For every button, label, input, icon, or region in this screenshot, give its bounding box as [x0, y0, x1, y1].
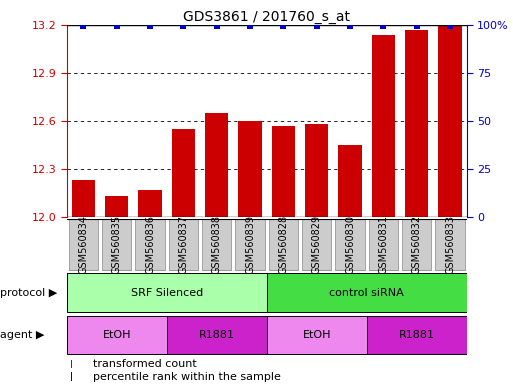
Title: GDS3861 / 201760_s_at: GDS3861 / 201760_s_at: [183, 10, 350, 24]
Bar: [272, 126, 295, 217]
Bar: [405, 30, 428, 217]
Point: [312, 23, 321, 29]
Text: GSM560833: GSM560833: [445, 215, 455, 274]
FancyBboxPatch shape: [102, 219, 131, 270]
Bar: [305, 124, 328, 217]
Point: [279, 23, 287, 29]
Point: [212, 23, 221, 29]
Bar: [105, 196, 128, 217]
FancyBboxPatch shape: [202, 219, 231, 270]
Point: [379, 23, 388, 29]
FancyBboxPatch shape: [302, 219, 331, 270]
Text: transformed count: transformed count: [93, 359, 196, 369]
Text: GSM560837: GSM560837: [179, 215, 188, 274]
Bar: [205, 113, 228, 217]
FancyBboxPatch shape: [269, 219, 298, 270]
Point: [79, 23, 87, 29]
Text: EtOH: EtOH: [303, 330, 331, 340]
Text: GSM560829: GSM560829: [312, 215, 322, 274]
Text: agent ▶: agent ▶: [0, 330, 45, 340]
FancyBboxPatch shape: [336, 219, 365, 270]
FancyBboxPatch shape: [267, 273, 467, 312]
Bar: [239, 121, 262, 217]
Bar: [71, 359, 72, 368]
Bar: [72, 180, 95, 217]
Text: SRF Silenced: SRF Silenced: [131, 288, 203, 298]
Text: R1881: R1881: [199, 330, 235, 340]
Text: GSM560831: GSM560831: [379, 215, 388, 274]
Text: GSM560839: GSM560839: [245, 215, 255, 274]
Text: GSM560838: GSM560838: [212, 215, 222, 274]
FancyBboxPatch shape: [235, 219, 265, 270]
Text: control siRNA: control siRNA: [329, 288, 404, 298]
Point: [146, 23, 154, 29]
Text: protocol ▶: protocol ▶: [0, 288, 57, 298]
Text: GSM560835: GSM560835: [112, 215, 122, 274]
Text: GSM560836: GSM560836: [145, 215, 155, 274]
FancyBboxPatch shape: [169, 219, 198, 270]
Point: [179, 23, 187, 29]
FancyBboxPatch shape: [436, 219, 465, 270]
Bar: [439, 25, 462, 217]
FancyBboxPatch shape: [267, 316, 367, 354]
Bar: [71, 372, 72, 381]
Bar: [339, 145, 362, 217]
Bar: [172, 129, 195, 217]
FancyBboxPatch shape: [67, 273, 267, 312]
Point: [346, 23, 354, 29]
FancyBboxPatch shape: [367, 316, 467, 354]
Point: [412, 23, 421, 29]
Bar: [139, 190, 162, 217]
Text: GSM560834: GSM560834: [78, 215, 88, 274]
FancyBboxPatch shape: [402, 219, 431, 270]
FancyBboxPatch shape: [135, 219, 165, 270]
Text: percentile rank within the sample: percentile rank within the sample: [93, 372, 281, 382]
Text: EtOH: EtOH: [103, 330, 131, 340]
Point: [446, 23, 454, 29]
Text: GSM560830: GSM560830: [345, 215, 355, 274]
Bar: [372, 35, 395, 217]
FancyBboxPatch shape: [69, 219, 98, 270]
Point: [246, 23, 254, 29]
Text: GSM560832: GSM560832: [412, 215, 422, 274]
Text: R1881: R1881: [399, 330, 435, 340]
Point: [112, 23, 121, 29]
FancyBboxPatch shape: [67, 316, 167, 354]
FancyBboxPatch shape: [167, 316, 267, 354]
FancyBboxPatch shape: [369, 219, 398, 270]
Text: GSM560828: GSM560828: [279, 215, 288, 274]
